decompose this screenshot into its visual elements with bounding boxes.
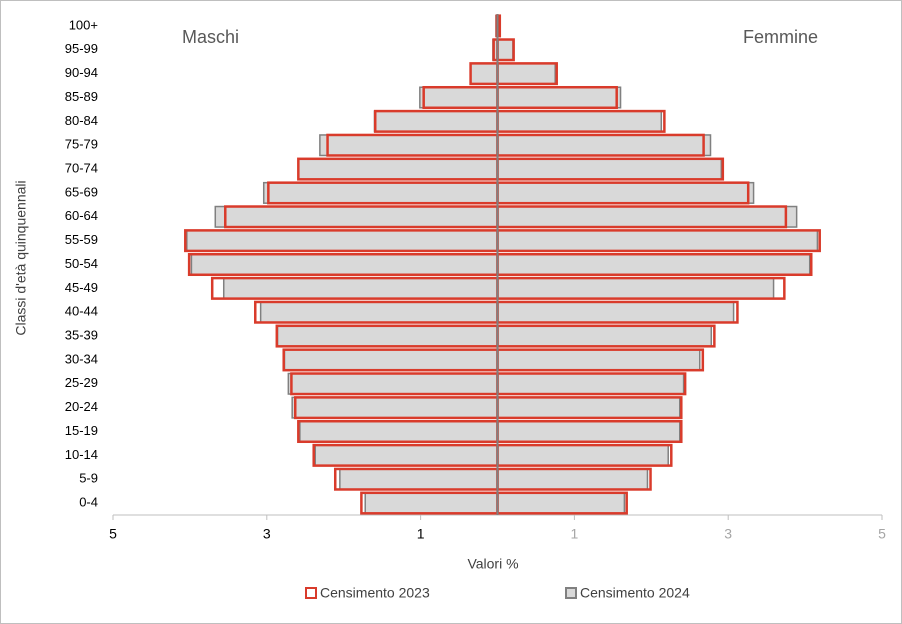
y-tick-label: 55-59 [65,232,98,247]
y-tick-label: 50-54 [65,256,98,271]
bar [496,134,712,157]
bar [496,325,713,348]
bar [373,110,499,133]
y-tick-label: 45-49 [65,280,98,295]
bar [283,348,499,371]
y-tick-label: 70-74 [65,161,98,176]
y-tick-label: 15-19 [65,423,98,438]
x-tick-label: 1 [417,526,425,542]
bar [496,301,735,324]
bar [419,86,499,109]
y-tick-label: 0-4 [79,495,98,510]
y-tick-label: 75-79 [65,137,98,152]
legend-marker [305,587,317,599]
y-tick-label: 20-24 [65,399,98,414]
bar [496,38,514,61]
x-axis-title: Valori % [467,556,518,572]
bar [496,396,681,419]
y-tick-label: 85-89 [65,89,98,104]
bar [291,396,499,419]
x-tick-label: 1 [571,526,579,542]
x-tick-label: 5 [878,526,886,542]
legend-marker [565,587,577,599]
x-tick-label: 3 [724,526,732,542]
x-tick-label: 3 [263,526,271,542]
y-tick-label: 40-44 [65,304,98,319]
bar [496,158,723,181]
bar [339,468,499,491]
bar [214,205,499,228]
y-tick-label: 95-99 [65,41,98,56]
y-tick-label: 65-69 [65,184,98,199]
legend-label: Censimento 2023 [320,585,430,601]
bar [287,372,499,395]
y-tick-label: 25-29 [65,375,98,390]
bar [496,181,755,204]
bar [496,205,798,228]
bar [496,420,681,443]
bar [297,158,499,181]
bar [496,253,811,276]
bar [496,468,649,491]
y-tick-label: 80-84 [65,113,98,128]
bar [299,420,499,443]
legend-label: Censimento 2024 [580,585,690,601]
y-tick-label: 90-94 [65,65,98,80]
bar [496,86,622,109]
bar [259,301,499,324]
bar [364,492,499,515]
bar [496,444,669,467]
bar [276,325,499,348]
y-tick-label: 30-34 [65,351,98,366]
y-tick-label: 100+ [69,17,98,32]
bar [496,348,701,371]
y-tick-label: 35-39 [65,328,98,343]
bar [496,110,663,133]
bar [496,492,626,515]
y-tick-label: 60-64 [65,208,98,223]
left-label: Maschi [182,27,239,47]
bar [319,134,499,157]
right-label: Femmine [743,27,818,47]
bar [314,444,499,467]
bar [262,181,499,204]
bar [190,253,499,276]
bar [186,229,499,252]
x-tick-label: 5 [109,526,117,542]
bar [496,372,685,395]
y-tick-label: 10-14 [65,447,98,462]
bar [496,277,775,300]
bar [496,62,556,85]
bar [496,229,819,252]
bar [469,62,499,85]
bar [222,277,499,300]
y-axis-title: Classi d'età quinquennali [13,180,29,335]
y-tick-label: 5-9 [79,471,98,486]
